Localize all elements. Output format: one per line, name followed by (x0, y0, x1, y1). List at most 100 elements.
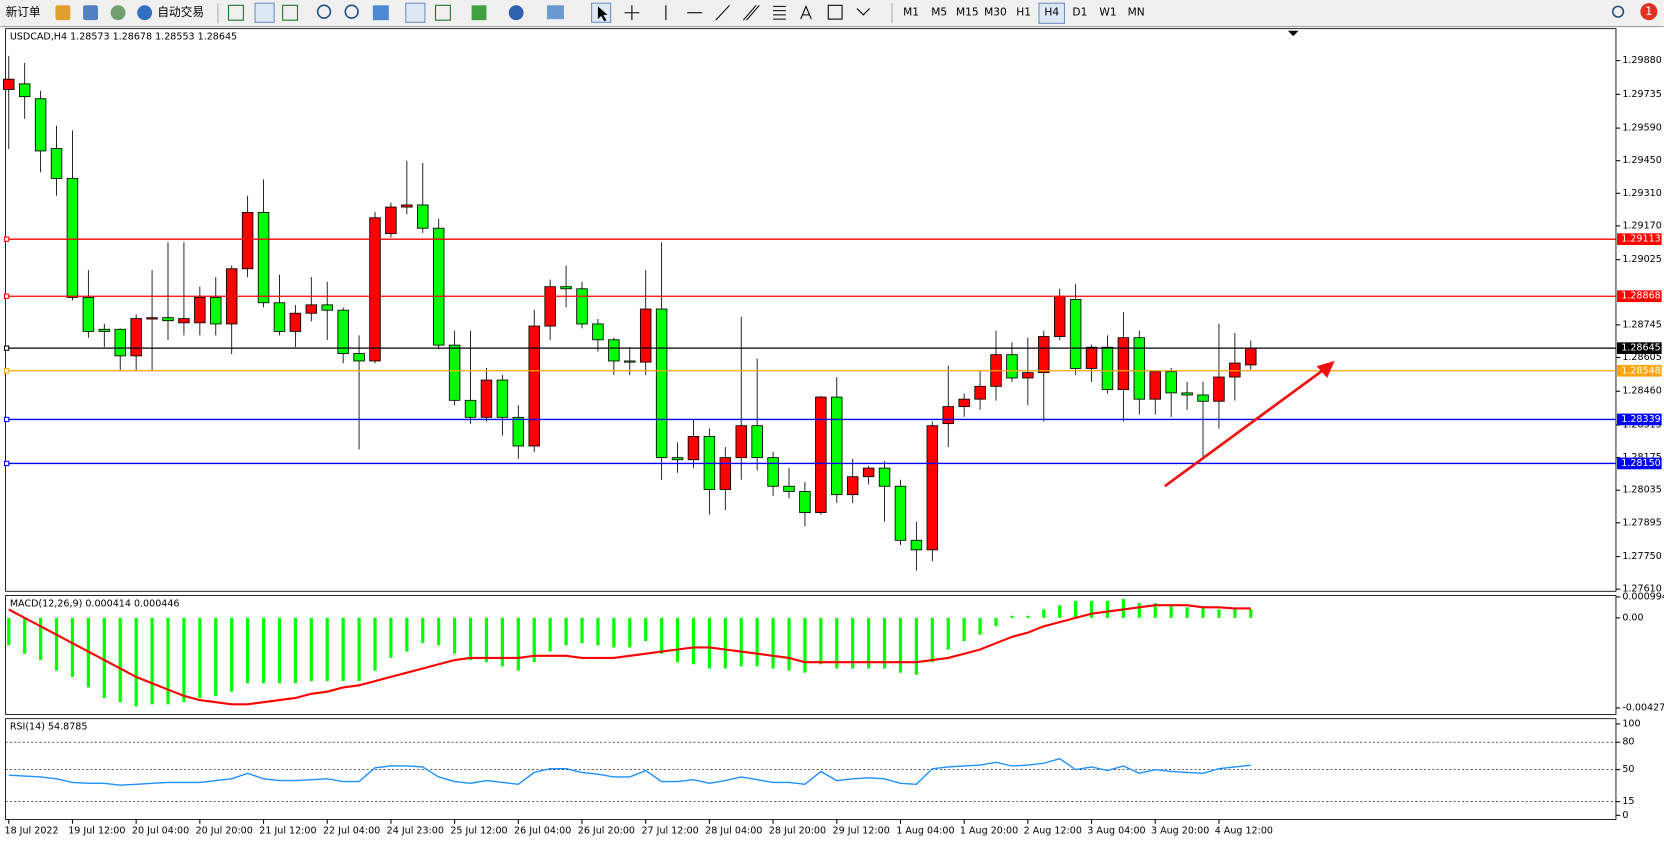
timeframe-button[interactable]: H4 (1044, 6, 1059, 19)
timeframe-button[interactable]: MN (1128, 6, 1145, 19)
trendline-button[interactable] (715, 4, 730, 21)
macd-bar (644, 617, 648, 642)
macd-bar (580, 617, 584, 644)
icon-button[interactable] (83, 5, 98, 21)
icon-button[interactable] (434, 4, 451, 21)
macd-bar (484, 617, 489, 663)
y-tick-label: 50 (1622, 764, 1634, 775)
candle-body (671, 457, 684, 461)
macd-bar (564, 617, 568, 646)
text-button[interactable] (800, 4, 812, 20)
price-level-box (1617, 413, 1662, 426)
x-tick-label: 18 Jul 2022 (5, 826, 59, 837)
timeframe-button[interactable]: D1 (1072, 6, 1087, 19)
timeframe-button[interactable]: M5 (931, 6, 947, 19)
icon-button[interactable] (471, 5, 487, 21)
macd-bar (357, 617, 361, 682)
x-tick-label: 24 Jul 23:00 (387, 826, 444, 837)
x-tick-label: 21 Jul 12:00 (259, 826, 316, 837)
icon-button[interactable] (372, 5, 389, 21)
zoom-in[interactable] (316, 4, 332, 19)
macd-bar (930, 617, 934, 663)
arrows-button[interactable] (856, 8, 871, 16)
price-level-anchor (3, 368, 10, 374)
macd-bar (882, 617, 887, 669)
macd-bar (691, 617, 696, 665)
candle-body (655, 308, 668, 459)
macd-bar (246, 617, 250, 684)
macd-bar (707, 617, 711, 669)
label-button[interactable] (827, 4, 843, 20)
y-tick-label: 1.27750 (1622, 551, 1661, 562)
price-level-anchor (3, 293, 10, 299)
candle-body (1165, 371, 1177, 394)
shift-marker (1287, 30, 1299, 37)
macd-bar (898, 617, 903, 673)
zoom-out[interactable] (344, 4, 359, 19)
macd-bar (70, 617, 75, 677)
timeframe-button[interactable]: M15 (956, 6, 979, 19)
macd-bar (468, 617, 473, 661)
price-level-anchor (3, 236, 10, 242)
candle-body (3, 78, 15, 90)
macd-bar (261, 617, 266, 684)
timeframe-button[interactable]: M1 (903, 6, 919, 19)
y-tick-label: 1.27895 (1622, 517, 1661, 528)
notification-badge[interactable] (1640, 3, 1658, 21)
icon-button[interactable] (546, 5, 564, 20)
timeframe-button[interactable]: W1 (1099, 6, 1116, 19)
x-tick-label: 28 Jul 04:00 (705, 826, 762, 837)
icon-button[interactable] (254, 2, 275, 23)
y-tick-label: -0.004274 (1622, 702, 1664, 713)
macd-bar (341, 617, 345, 682)
macd-bar (596, 617, 600, 646)
price-level-box (1617, 290, 1662, 303)
candle-body (1117, 337, 1130, 391)
icon-button[interactable] (282, 4, 299, 21)
candle-body (1069, 299, 1082, 369)
icon-button[interactable] (508, 5, 524, 21)
fibo-button[interactable] (773, 5, 786, 20)
x-tick-label: 3 Aug 04:00 (1087, 826, 1145, 837)
macd-bar (867, 617, 871, 669)
y-tick-label: 1.29310 (1622, 188, 1661, 199)
macd-bar (1074, 601, 1078, 618)
annotation-arrow (1164, 368, 1325, 488)
macd-bar (453, 617, 457, 654)
candle-body (1085, 346, 1098, 369)
y-tick-label: 1.29170 (1622, 220, 1661, 231)
candle-body (815, 396, 827, 514)
icon-button[interactable] (110, 5, 126, 21)
crosshair-button[interactable] (624, 5, 640, 21)
candle-body (34, 98, 47, 152)
x-tick-label: 26 Jul 04:00 (514, 826, 571, 837)
candle-body (799, 490, 811, 514)
price-level-box (1617, 233, 1662, 246)
timeframe-button[interactable]: M30 (984, 6, 1007, 19)
macd-panel (5, 595, 1617, 715)
x-tick-label: 4 Aug 12:00 (1215, 826, 1273, 837)
search-button[interactable] (1611, 5, 1625, 18)
icon-button[interactable] (405, 2, 426, 23)
x-tick-label: 25 Jul 12:00 (450, 826, 507, 837)
y-tick-label: 1.29880 (1622, 55, 1661, 66)
candle-body (273, 302, 286, 332)
icon-button[interactable] (55, 5, 71, 21)
macd-bar (102, 617, 106, 698)
candle-body (18, 83, 31, 98)
candle-body (592, 323, 604, 341)
candle-body (114, 328, 126, 357)
macd-bar (500, 617, 504, 667)
icon-button[interactable] (227, 4, 244, 21)
macd-bar (835, 617, 839, 669)
new-order[interactable]: 新订单 (6, 5, 41, 19)
candle-body (66, 177, 79, 298)
auto-trading[interactable]: 自动交易 (157, 5, 204, 19)
y-tick-label: 1.28605 (1622, 352, 1661, 363)
macd-bar (1010, 615, 1014, 618)
timeframe-button[interactable]: H1 (1016, 6, 1031, 19)
channel-button[interactable] (742, 4, 760, 21)
auto-trading-icon[interactable] (137, 5, 153, 21)
candle-body (735, 425, 747, 459)
